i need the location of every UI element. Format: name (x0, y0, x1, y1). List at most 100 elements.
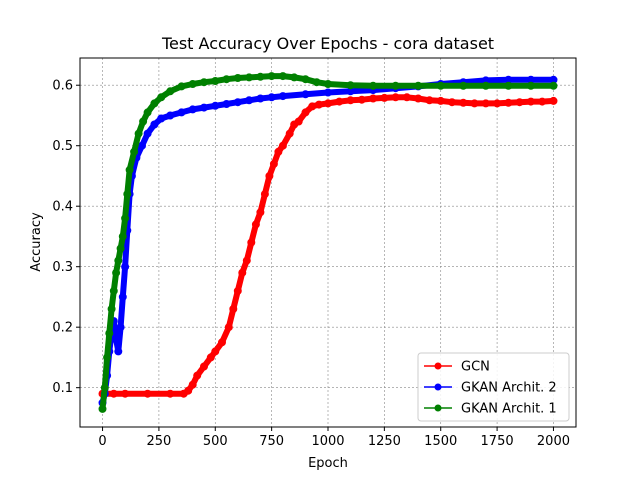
y-tick-label: 0.5 (52, 139, 73, 154)
data-point (324, 88, 332, 97)
data-point (166, 87, 175, 96)
data-point (139, 117, 148, 126)
data-point (184, 386, 193, 395)
series-line (99, 94, 557, 397)
data-point (459, 81, 468, 90)
data-point (123, 190, 132, 199)
data-point (121, 262, 130, 271)
data-point (98, 404, 107, 413)
data-point (526, 81, 535, 90)
data-point (166, 111, 175, 120)
data-point (290, 73, 299, 82)
data-point (105, 329, 114, 338)
data-point (109, 389, 118, 398)
x-tick-label: 1250 (368, 434, 401, 449)
data-point (247, 238, 256, 247)
data-point (177, 108, 186, 117)
data-point (425, 96, 434, 105)
data-point (335, 97, 344, 106)
data-point (114, 347, 123, 356)
data-point (150, 99, 159, 108)
data-point (143, 129, 152, 138)
data-point (157, 114, 166, 123)
data-point (481, 99, 490, 108)
data-point (391, 93, 400, 102)
data-point (278, 72, 287, 81)
y-tick-label: 0.2 (52, 321, 73, 336)
data-point (233, 74, 242, 82)
data-point (157, 93, 166, 102)
data-point (218, 338, 226, 347)
x-tick-label: 500 (203, 434, 228, 449)
series-layer (98, 72, 558, 413)
data-point (346, 81, 355, 90)
data-point (470, 99, 479, 108)
data-point (125, 165, 134, 174)
y-tick-label: 0.6 (52, 79, 73, 94)
data-point (222, 75, 231, 84)
data-point (267, 93, 276, 102)
data-point (109, 286, 118, 295)
data-point (504, 81, 513, 90)
data-point (448, 98, 456, 107)
data-point (256, 72, 265, 81)
data-point (278, 141, 287, 150)
data-point (166, 389, 175, 398)
data-point (103, 353, 112, 362)
data-point (538, 97, 547, 106)
data-point (229, 305, 238, 313)
data-point (233, 286, 242, 295)
data-point (308, 102, 317, 111)
legend: GCN GKAN Archit. 2 GKAN Archit. 1 (417, 352, 570, 422)
data-point (312, 78, 321, 87)
data-point (112, 268, 121, 277)
data-point (211, 101, 220, 110)
x-tick-label: 1000 (311, 434, 344, 449)
legend-box (417, 352, 570, 422)
data-point (138, 141, 146, 150)
y-axis: 0.1 0.2 0.3 0.4 0.5 0.6 (52, 79, 80, 396)
data-point (504, 98, 513, 107)
data-point (200, 362, 208, 371)
data-point (116, 323, 125, 332)
data-point (188, 80, 197, 88)
legend-marker (434, 404, 442, 412)
data-point (402, 93, 411, 102)
data-point (242, 256, 251, 265)
x-axis: 0 250 500 750 1000 1250 1500 1750 2000 (98, 427, 570, 449)
data-point (177, 82, 186, 91)
data-point (245, 73, 254, 82)
data-point (193, 371, 202, 380)
data-point (188, 380, 197, 389)
data-point (391, 81, 400, 90)
data-point (357, 95, 366, 104)
data-point (315, 100, 323, 109)
data-point (112, 335, 121, 344)
data-point (346, 96, 355, 105)
data-point (369, 94, 378, 103)
chart-title: Test Accuracy Over Epochs - cora dataset (161, 34, 494, 53)
data-point (301, 108, 310, 117)
y-tick-label: 0.3 (52, 260, 73, 275)
data-point (206, 353, 215, 362)
data-point (256, 208, 265, 217)
data-point (188, 105, 197, 114)
series-3 (98, 72, 558, 413)
x-tick-label: 2000 (537, 434, 570, 449)
data-point (436, 96, 445, 105)
data-point (107, 305, 116, 313)
data-point (294, 117, 303, 126)
data-point (324, 99, 332, 108)
x-tick-label: 750 (259, 434, 284, 449)
data-point (100, 383, 109, 392)
data-point (515, 98, 524, 107)
data-point (143, 108, 152, 117)
data-point (200, 103, 208, 112)
x-tick-label: 1500 (424, 434, 457, 449)
data-point (274, 147, 283, 156)
data-point (114, 256, 123, 265)
x-tick-label: 1750 (481, 434, 514, 449)
data-point (369, 81, 378, 90)
y-tick-label: 0.4 (52, 200, 73, 215)
data-point (200, 78, 208, 87)
